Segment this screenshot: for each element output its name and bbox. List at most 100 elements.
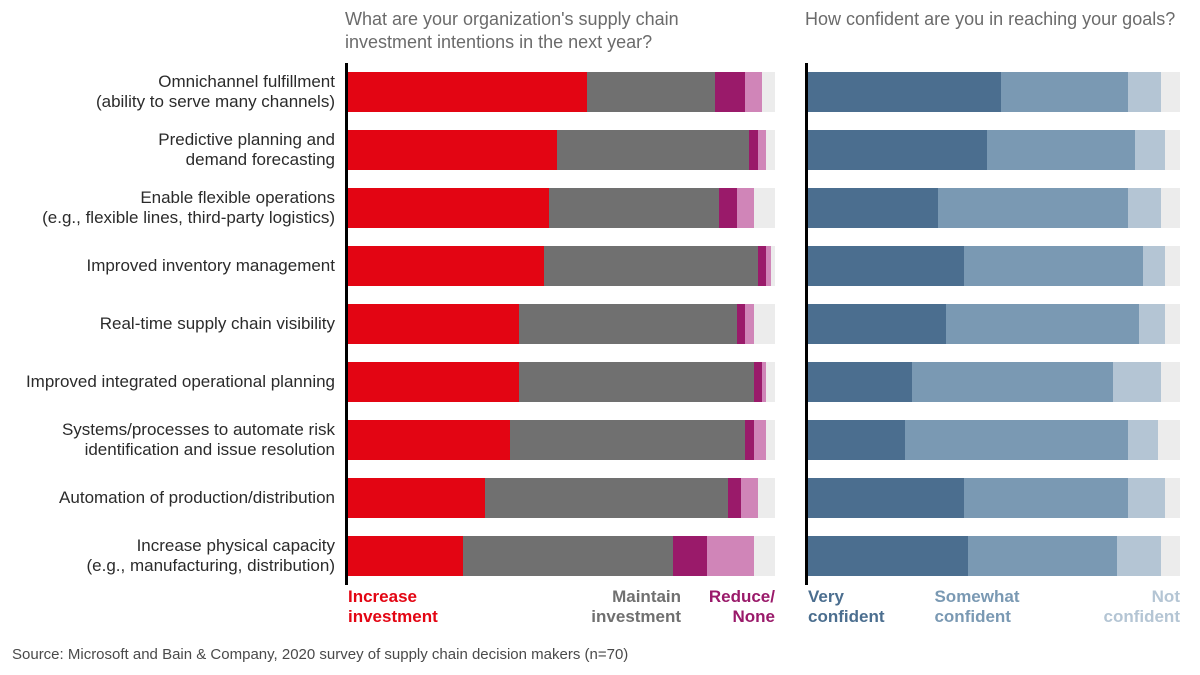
- legend-row: Increase investmentMaintain investmentRe…: [10, 587, 1190, 628]
- chart2-segment: [1128, 478, 1165, 518]
- chart2-bar: [808, 246, 1180, 286]
- chart1-segment: [715, 72, 745, 112]
- row-label: Improved inventory management: [10, 256, 345, 276]
- chart1-bar-area: [345, 179, 775, 237]
- chart2-segment: [808, 188, 938, 228]
- chart2-bar-area: [805, 469, 1180, 527]
- legend-item: Somewhat confident: [934, 587, 1083, 628]
- chart1-segment: [745, 420, 754, 460]
- chart2-bar: [808, 536, 1180, 576]
- chart2-segment: [808, 72, 1001, 112]
- chart1-segment: [348, 72, 587, 112]
- chart1-segment: [348, 362, 519, 402]
- legend-item: Reduce/ None: [681, 587, 775, 628]
- chart2-segment: [946, 304, 1139, 344]
- chart2-bar-area: [805, 411, 1180, 469]
- chart1-segment: [348, 130, 557, 170]
- chart2-segment: [964, 478, 1128, 518]
- chart2-bar: [808, 130, 1180, 170]
- chart2-segment: [1128, 188, 1161, 228]
- chart2-segment: [1165, 478, 1180, 518]
- chart1-segment: [754, 304, 775, 344]
- chart1-segment: [758, 130, 767, 170]
- chart2-bar-area: [805, 63, 1180, 121]
- chart1-segment: [348, 246, 544, 286]
- chart2-segment: [1165, 304, 1180, 344]
- chart2-segment: [1143, 246, 1165, 286]
- chart1-segment: [741, 478, 758, 518]
- chart1-bar: [348, 478, 775, 518]
- chart2-segment: [1158, 420, 1180, 460]
- row-label: Systems/processes to automate risk ident…: [10, 420, 345, 460]
- chart2-bar-area: [805, 237, 1180, 295]
- chart1-segment: [771, 246, 775, 286]
- chart1-segment: [544, 246, 758, 286]
- chart1-segment: [485, 478, 728, 518]
- row-label: Real-time supply chain visibility: [10, 314, 345, 334]
- chart1-bar-area: [345, 527, 775, 585]
- legend-item: Very confident: [808, 587, 934, 628]
- chart1-segment: [754, 420, 767, 460]
- chart1-segment: [745, 304, 754, 344]
- chart1-bar-area: [345, 63, 775, 121]
- chart1-bar: [348, 420, 775, 460]
- chart1-segment: [728, 478, 741, 518]
- chart2-segment: [1161, 188, 1180, 228]
- data-row: Enable flexible operations (e.g., flexib…: [10, 179, 1190, 237]
- chart2-segment: [808, 304, 946, 344]
- chart1-segment: [348, 188, 549, 228]
- chart1-bar-area: [345, 295, 775, 353]
- chart1-segment: [754, 362, 763, 402]
- data-row: Predictive planning and demand forecasti…: [10, 121, 1190, 179]
- chart1-bar: [348, 362, 775, 402]
- chart2-segment: [912, 362, 1113, 402]
- chart1-bar: [348, 72, 775, 112]
- chart1-segment: [766, 362, 775, 402]
- data-row: Omnichannel fulfillment (ability to serv…: [10, 63, 1190, 121]
- data-row: Real-time supply chain visibility: [10, 295, 1190, 353]
- chart1-segment: [519, 362, 754, 402]
- chart2-bar: [808, 188, 1180, 228]
- chart1-segment: [754, 188, 775, 228]
- chart1-segment: [737, 188, 754, 228]
- chart1-segment: [673, 536, 707, 576]
- chart2-segment: [808, 130, 987, 170]
- chart2-bar: [808, 304, 1180, 344]
- row-label: Increase physical capacity (e.g., manufa…: [10, 536, 345, 576]
- chart2-segment: [1001, 72, 1127, 112]
- row-label: Improved integrated operational planning: [10, 372, 345, 392]
- data-row: Increase physical capacity (e.g., manufa…: [10, 527, 1190, 585]
- chart1-bar: [348, 304, 775, 344]
- chart1-segment: [707, 536, 754, 576]
- chart2-segment: [1117, 536, 1162, 576]
- rows-container: Omnichannel fulfillment (ability to serv…: [10, 63, 1190, 585]
- chart1-segment: [762, 72, 775, 112]
- chart2-segment: [808, 420, 905, 460]
- chart2-segment: [1165, 130, 1180, 170]
- chart1-segment: [348, 420, 510, 460]
- chart2-segment: [968, 536, 1117, 576]
- chart2-bar: [808, 478, 1180, 518]
- row-label: Automation of production/distribution: [10, 488, 345, 508]
- chart1-segment: [766, 420, 775, 460]
- chart2-segment: [808, 246, 964, 286]
- chart2-segment: [1135, 130, 1165, 170]
- chart1-legend: Increase investmentMaintain investmentRe…: [345, 587, 775, 628]
- chart1-segment: [745, 72, 762, 112]
- data-row: Improved integrated operational planning: [10, 353, 1190, 411]
- chart1-segment: [737, 304, 746, 344]
- chart1-segment: [463, 536, 672, 576]
- dual-stacked-bar-chart: What are your organization's supply chai…: [0, 0, 1200, 663]
- chart2-bar-area: [805, 527, 1180, 585]
- chart1-segment: [758, 246, 767, 286]
- chart1-bar: [348, 536, 775, 576]
- chart1-segment: [587, 72, 715, 112]
- data-row: Improved inventory management: [10, 237, 1190, 295]
- legend-item: Maintain investment: [510, 587, 681, 628]
- chart1-segment: [549, 188, 720, 228]
- chart1-segment: [766, 130, 775, 170]
- chart2-segment: [1161, 72, 1180, 112]
- legend-item: Not confident: [1083, 587, 1180, 628]
- chart2-bar: [808, 420, 1180, 460]
- chart2-bar-area: [805, 353, 1180, 411]
